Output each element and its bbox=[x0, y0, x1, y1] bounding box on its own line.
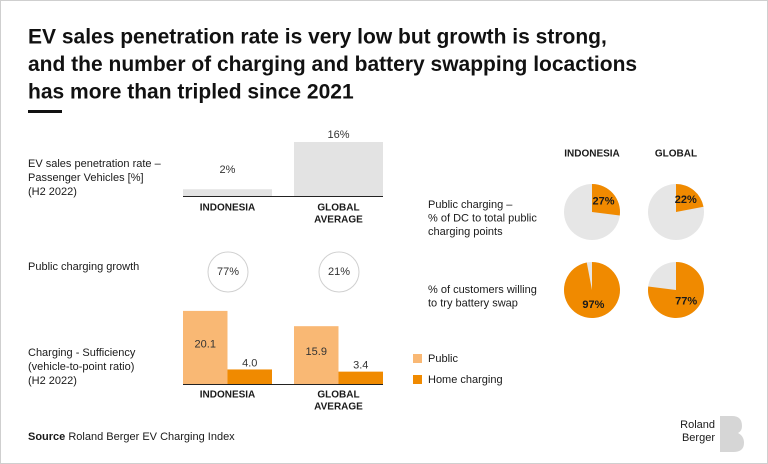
source-label: Source bbox=[28, 431, 65, 443]
category-label: AVERAGE bbox=[314, 402, 363, 413]
column-header: GLOBAL bbox=[655, 149, 697, 160]
bar bbox=[294, 142, 383, 196]
value-label: 15.9 bbox=[306, 346, 327, 358]
growth-circle bbox=[318, 251, 360, 293]
row-label: % of customers willing bbox=[428, 284, 537, 296]
value-label: 20.1 bbox=[195, 338, 216, 350]
category-label: GLOBAL bbox=[317, 203, 359, 214]
bar bbox=[227, 369, 272, 384]
value-label: 3.4 bbox=[353, 360, 368, 372]
row-label: Passenger Vehicles [%] bbox=[28, 172, 144, 184]
row-label: (vehicle-to-point ratio) bbox=[28, 361, 134, 373]
brand-logo bbox=[720, 416, 744, 452]
bar bbox=[183, 189, 272, 196]
brand-name: Berger bbox=[682, 432, 715, 444]
value-label: 77% bbox=[217, 266, 239, 278]
pie-label: 27% bbox=[593, 196, 615, 208]
source-text: Roland Berger EV Charging Index bbox=[68, 431, 235, 443]
growth-circle bbox=[207, 251, 249, 293]
value-label: 2% bbox=[220, 164, 236, 176]
pie-slice bbox=[592, 184, 620, 216]
category-label: AVERAGE bbox=[314, 215, 363, 226]
row-label: to try battery swap bbox=[428, 297, 518, 309]
title-line: EV sales penetration rate is very low bu… bbox=[28, 26, 607, 49]
category-label: GLOBAL bbox=[317, 390, 359, 401]
category-label: INDONESIA bbox=[200, 203, 256, 214]
row-label: Public charging – bbox=[428, 199, 513, 211]
bar bbox=[183, 310, 228, 384]
value-label: 21% bbox=[328, 266, 350, 278]
value-label: 16% bbox=[327, 129, 349, 141]
row-label: % of DC to total public bbox=[428, 212, 537, 224]
legend-label: Public bbox=[428, 353, 458, 365]
pie-label: 97% bbox=[582, 299, 604, 311]
legend-swatch bbox=[413, 354, 422, 363]
legend-label: Home charging bbox=[428, 374, 503, 386]
row-label: Charging - Sufficiency bbox=[28, 347, 136, 359]
pie-slice bbox=[564, 262, 621, 319]
title-rule bbox=[28, 110, 62, 113]
row-label: (H2 2022) bbox=[28, 186, 77, 198]
row-label: (H2 2022) bbox=[28, 375, 77, 387]
row-label: Public charging growth bbox=[28, 261, 139, 273]
source: Source Roland Berger EV Charging Index bbox=[28, 431, 235, 443]
pie-slice bbox=[676, 184, 704, 212]
legend-swatch bbox=[413, 375, 422, 384]
value-label: 4.0 bbox=[242, 357, 257, 369]
brand-small: Roland bbox=[680, 419, 715, 431]
column-header: INDONESIA bbox=[564, 149, 620, 160]
category-label: INDONESIA bbox=[200, 390, 256, 401]
pie-label: 77% bbox=[675, 295, 697, 307]
title-line: has more than tripled since 2021 bbox=[28, 81, 354, 104]
row-label: EV sales penetration rate – bbox=[28, 158, 162, 170]
pie-label: 22% bbox=[675, 194, 697, 206]
row-label: charging points bbox=[428, 226, 503, 238]
title-line: and the number of charging and battery s… bbox=[28, 53, 637, 76]
bar bbox=[338, 371, 383, 384]
pie-slice bbox=[647, 262, 704, 318]
bar bbox=[294, 326, 339, 384]
